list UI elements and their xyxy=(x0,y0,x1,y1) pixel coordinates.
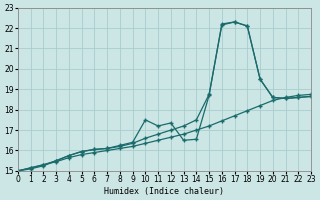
X-axis label: Humidex (Indice chaleur): Humidex (Indice chaleur) xyxy=(105,187,225,196)
